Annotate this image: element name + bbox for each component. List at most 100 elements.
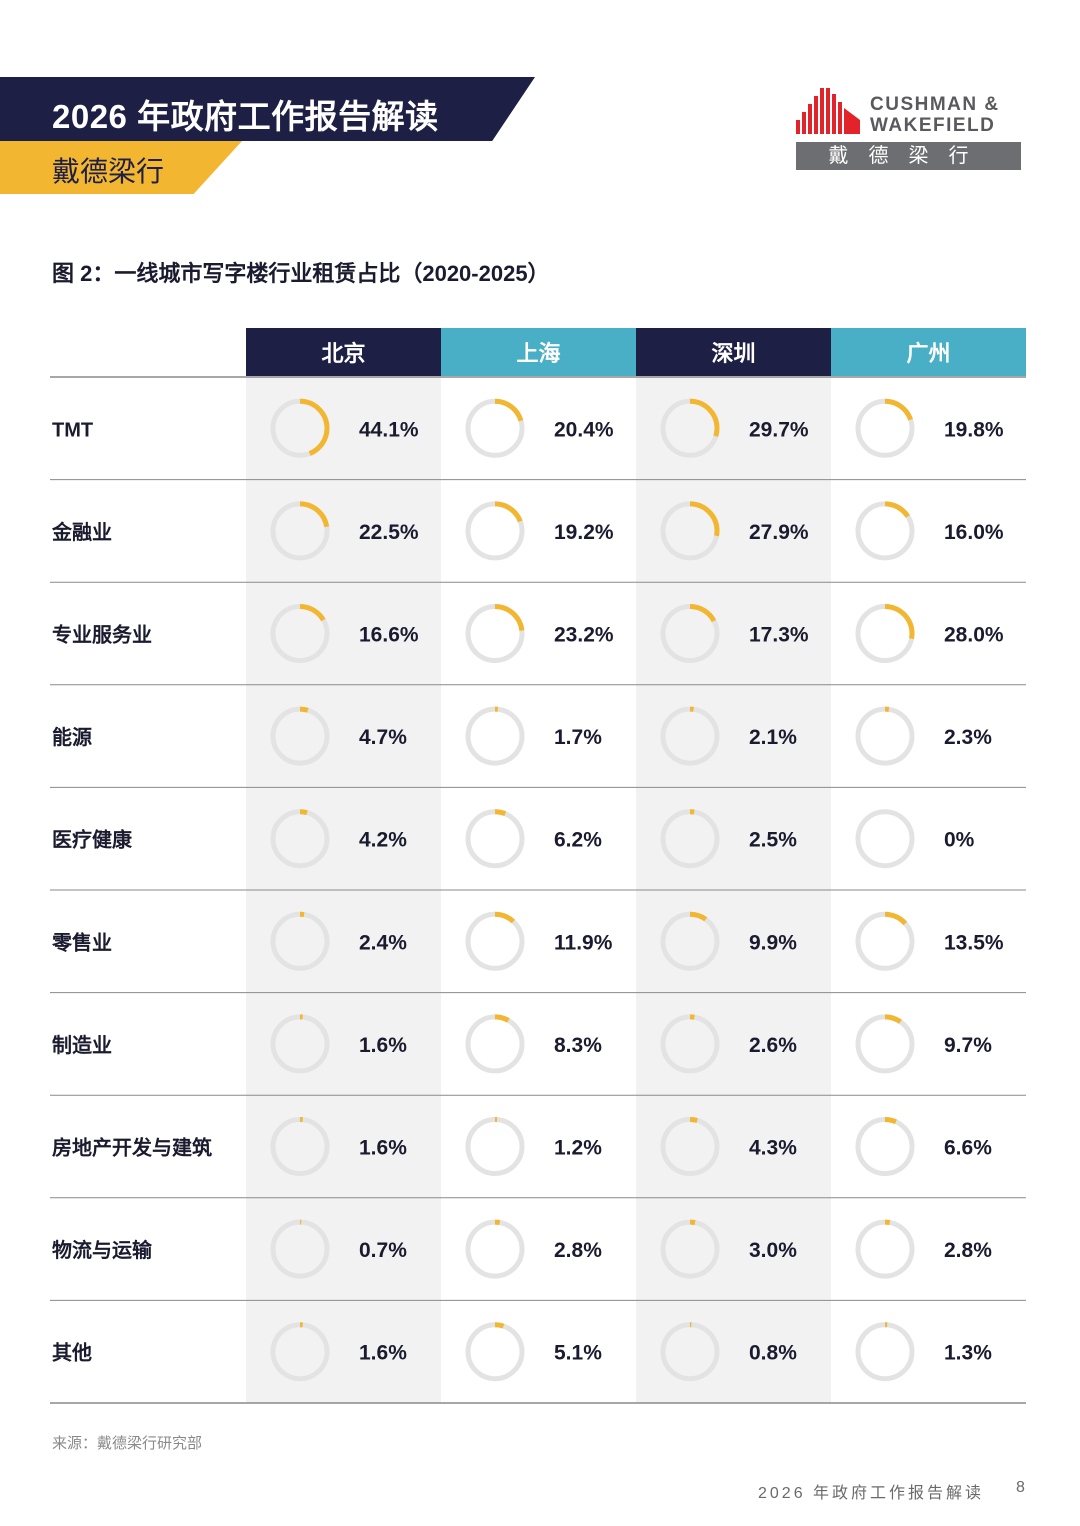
value-label: 28.0% [944,624,1004,647]
donut-ring [855,1322,915,1382]
report-subtitle: 戴德梁行 [52,156,165,187]
value-label: 6.2% [554,829,602,852]
value-label: 17.3% [749,624,809,647]
donut-segment [855,1219,915,1279]
value-label: 6.6% [944,1137,992,1160]
value-label: 0.8% [749,1342,797,1365]
donut-segment [270,911,330,971]
donut-segment [660,809,720,869]
donut-segment [465,1322,525,1382]
donut-ring [855,706,915,766]
value-label: 44.1% [359,418,419,441]
value-label: 2.8% [554,1239,602,1262]
donut-ring [465,809,525,869]
value-label: 1.3% [944,1342,992,1365]
value-label: 20.4% [554,418,614,441]
donut-ring [465,706,525,766]
value-label: 0.7% [359,1239,407,1262]
value-label: 4.7% [359,726,407,749]
donut-segment [855,501,915,561]
logo-text-line2: WAKEFIELD [870,115,996,136]
donut-segment [660,501,720,561]
donut-segment [270,809,330,869]
donut-ring [465,911,525,971]
donut-segment [270,1014,330,1074]
row-label: 医疗健康 [52,828,133,852]
value-label: 16.6% [359,624,419,647]
report-title: 2026 年政府工作报告解读 [52,98,439,135]
value-label: 3.0% [749,1239,797,1262]
value-label: 1.7% [554,726,602,749]
donut-segment [660,1117,720,1176]
donut-segment [660,1219,720,1279]
value-label: 19.8% [944,418,1004,441]
page-number: 8 [1016,1479,1025,1496]
logo-text-line1: CUSHMAN & [870,94,1000,115]
donut-ring [855,1117,915,1176]
donut-ring [855,1014,915,1074]
donut-segment [270,1117,330,1176]
header-banner [0,77,535,141]
value-label: 4.2% [359,829,407,852]
donut-segment [660,1014,720,1074]
donut-segment [855,1322,915,1382]
column-header-label: 深圳 [711,341,755,366]
cushman-wakefield-logo: CUSHMAN & WAKEFIELD 戴德梁行 [796,86,1026,172]
donut-segment [465,911,525,971]
donut-segment [270,1322,330,1382]
donut-ring [465,1219,525,1279]
value-label: 8.3% [554,1034,602,1057]
row-label: 制造业 [52,1033,112,1057]
value-label: 1.6% [359,1034,407,1057]
value-label: 19.2% [554,521,614,544]
row-label: 房地产开发与建筑 [52,1136,212,1160]
value-label: 2.1% [749,726,797,749]
value-label: 2.4% [359,931,407,954]
column-header-label: 上海 [516,341,560,366]
value-label: 1.6% [359,1137,407,1160]
donut-segment [660,911,720,971]
value-label: 9.7% [944,1034,992,1057]
donut-segment [270,398,330,458]
donut-segment [855,706,915,766]
donut-segment [660,604,720,663]
value-label: 27.9% [749,521,809,544]
donut-segment [465,501,525,561]
column-header-0 [246,328,441,376]
row-label: 金融业 [51,520,112,544]
donut-segment [270,501,330,561]
row-label: TMT [52,419,93,441]
donut-ring [465,1322,525,1382]
donut-ring [855,809,915,869]
value-label: 11.9% [554,931,613,954]
row-label: 专业服务业 [52,623,152,647]
donut-segment [465,1014,525,1074]
logo-building-icon [796,88,860,134]
donut-segment [465,1219,525,1279]
value-label: 29.7% [749,418,809,441]
value-label: 5.1% [554,1342,602,1365]
donut-segment [465,809,525,869]
donut-segment [660,398,720,458]
donut-segment [465,706,525,766]
row-label: 能源 [52,725,92,749]
value-label: 22.5% [359,521,419,544]
donut-segment [465,398,525,458]
value-label: 2.6% [749,1034,797,1057]
column-header-3 [831,328,1026,376]
value-label: 0% [944,829,975,852]
column-header-label: 北京 [321,341,365,366]
donut-segment [855,1014,915,1074]
row-label: 其他 [52,1341,92,1365]
value-label: 9.9% [749,931,797,954]
donut-segment [270,706,330,766]
donut-segment [660,706,720,766]
column-header-label: 广州 [906,341,950,366]
logo-text-cn: 戴德梁行 [796,142,1021,170]
value-label: 2.3% [944,726,992,749]
source-note: 来源：戴德梁行研究部 [52,1435,203,1452]
value-label: 16.0% [944,521,1004,544]
donut-segment [270,604,330,663]
footer-title: 2026 年政府工作报告解读 [758,1485,985,1502]
